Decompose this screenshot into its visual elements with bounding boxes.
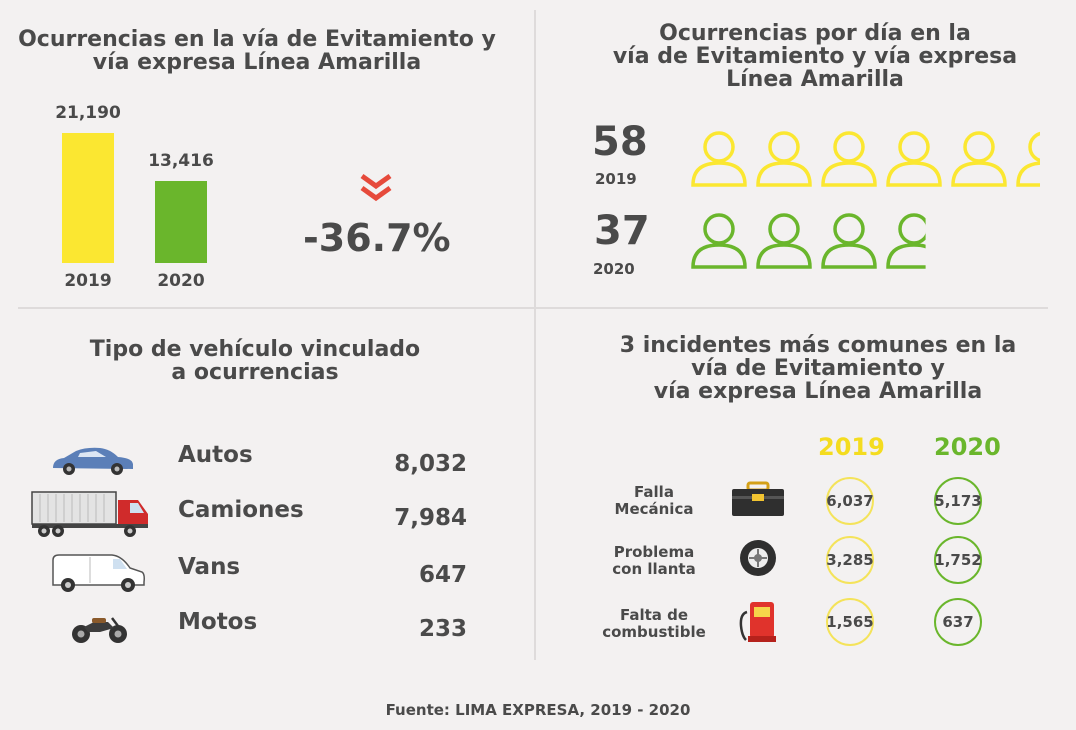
- q4-title-line1: 3 incidentes más comunes en la: [619, 333, 1017, 358]
- incident-label-line1: Falla: [634, 483, 674, 501]
- fuel-pump-icon: [739, 602, 776, 642]
- vehicle-value-vans: 647: [418, 562, 467, 588]
- people-row-2020: [690, 210, 1040, 272]
- person-icon: [886, 213, 926, 269]
- q3-title-line2: a ocurrencias: [171, 360, 339, 385]
- person-icon: [756, 213, 812, 269]
- bar-category-label: 2019: [64, 271, 112, 291]
- q2-title-line2: vía de Evitamiento y vía expresa: [612, 44, 1018, 69]
- value-circle-2019: 6,037: [826, 477, 874, 525]
- double-chevron-down-icon: [360, 173, 392, 202]
- daily-2020-value: 37: [594, 208, 650, 254]
- bar-category-label: 2020: [157, 271, 205, 291]
- truck-icon: [31, 491, 148, 537]
- car-icon: [53, 447, 133, 475]
- vehicle-name-autos: Autos: [178, 442, 253, 468]
- vehicle-name-camiones: Camiones: [178, 497, 304, 523]
- vehicle-name-vans: Vans: [178, 554, 241, 580]
- person-icon: [821, 131, 877, 187]
- value-circle-2019: 1,565: [826, 598, 874, 646]
- source-note: Fuente: LIMA EXPRESA, 2019 - 2020: [385, 701, 691, 719]
- vehicle-value-motos: 233: [418, 616, 467, 642]
- incident-label-line1: Falta de: [619, 606, 689, 624]
- vertical-divider: [534, 10, 536, 660]
- daily-2019-year: 2019: [595, 170, 637, 188]
- vehicle-name-motos: Motos: [178, 609, 258, 635]
- person-icon: [691, 213, 747, 269]
- motorcycle-icon: [72, 617, 127, 643]
- q3-title: Tipo de vehículo vinculado a ocurrencias: [0, 338, 510, 384]
- column-header-2019: 2019: [818, 433, 885, 461]
- vehicle-value-autos: 8,032: [394, 451, 467, 477]
- person-icon: [756, 131, 812, 187]
- person-icon: [951, 131, 1007, 187]
- daily-2019-value: 58: [592, 119, 648, 165]
- q1-title-line2: vía expresa Línea Amarilla: [92, 50, 422, 75]
- q3-title-line1: Tipo de vehículo vinculado: [89, 337, 421, 362]
- change-percent: -36.7%: [303, 216, 451, 260]
- incident-label-line1: Problema: [613, 543, 695, 561]
- person-icon: [886, 131, 942, 187]
- people-row-2019: [690, 128, 1040, 190]
- q4-title-line3: vía expresa Línea Amarilla: [653, 379, 983, 404]
- q4-title: 3 incidentes más comunes en la vía de Ev…: [560, 334, 1076, 403]
- q2-title-line1: Ocurrencias por día en la: [659, 21, 971, 46]
- incident-label-falta-combustible: Falta de combustible: [584, 607, 724, 641]
- value-circle-2020: 1,752: [934, 536, 982, 584]
- column-header-2020: 2020: [934, 433, 1001, 461]
- incident-label-line2: con llanta: [612, 560, 696, 578]
- daily-2020-year: 2020: [593, 260, 635, 278]
- value-circle-2020: 637: [934, 598, 982, 646]
- bar-value-label: 13,416: [148, 150, 214, 171]
- person-icon: [691, 131, 747, 187]
- value-circle-2019: 3,285: [826, 536, 874, 584]
- bar-value-label: 21,190: [55, 103, 121, 123]
- bar-2019: [62, 133, 114, 263]
- van-icon: [52, 554, 145, 592]
- toolbox-icon: [732, 481, 784, 516]
- q2-title: Ocurrencias por día en la vía de Evitami…: [560, 22, 1070, 91]
- tire-icon: [740, 540, 776, 576]
- incident-label-line2: combustible: [602, 623, 706, 641]
- q1-title: Ocurrencias en la vía de Evitamiento y v…: [0, 28, 514, 74]
- incident-label-falla-mecanica: Falla Mecánica: [584, 484, 724, 518]
- bar-2020: [155, 180, 207, 263]
- q2-title-line3: Línea Amarilla: [726, 67, 904, 92]
- incident-label-line2: Mecánica: [614, 500, 694, 518]
- q4-title-line2: vía de Evitamiento y: [691, 356, 945, 381]
- vehicle-value-camiones: 7,984: [394, 505, 467, 531]
- incident-label-problema-llanta: Problema con llanta: [584, 544, 724, 578]
- value-circle-2020: 5,173: [934, 477, 982, 525]
- person-icon: [1016, 131, 1040, 187]
- person-icon: [821, 213, 877, 269]
- q1-title-line1: Ocurrencias en la vía de Evitamiento y: [18, 27, 496, 52]
- horizontal-divider: [18, 307, 1048, 309]
